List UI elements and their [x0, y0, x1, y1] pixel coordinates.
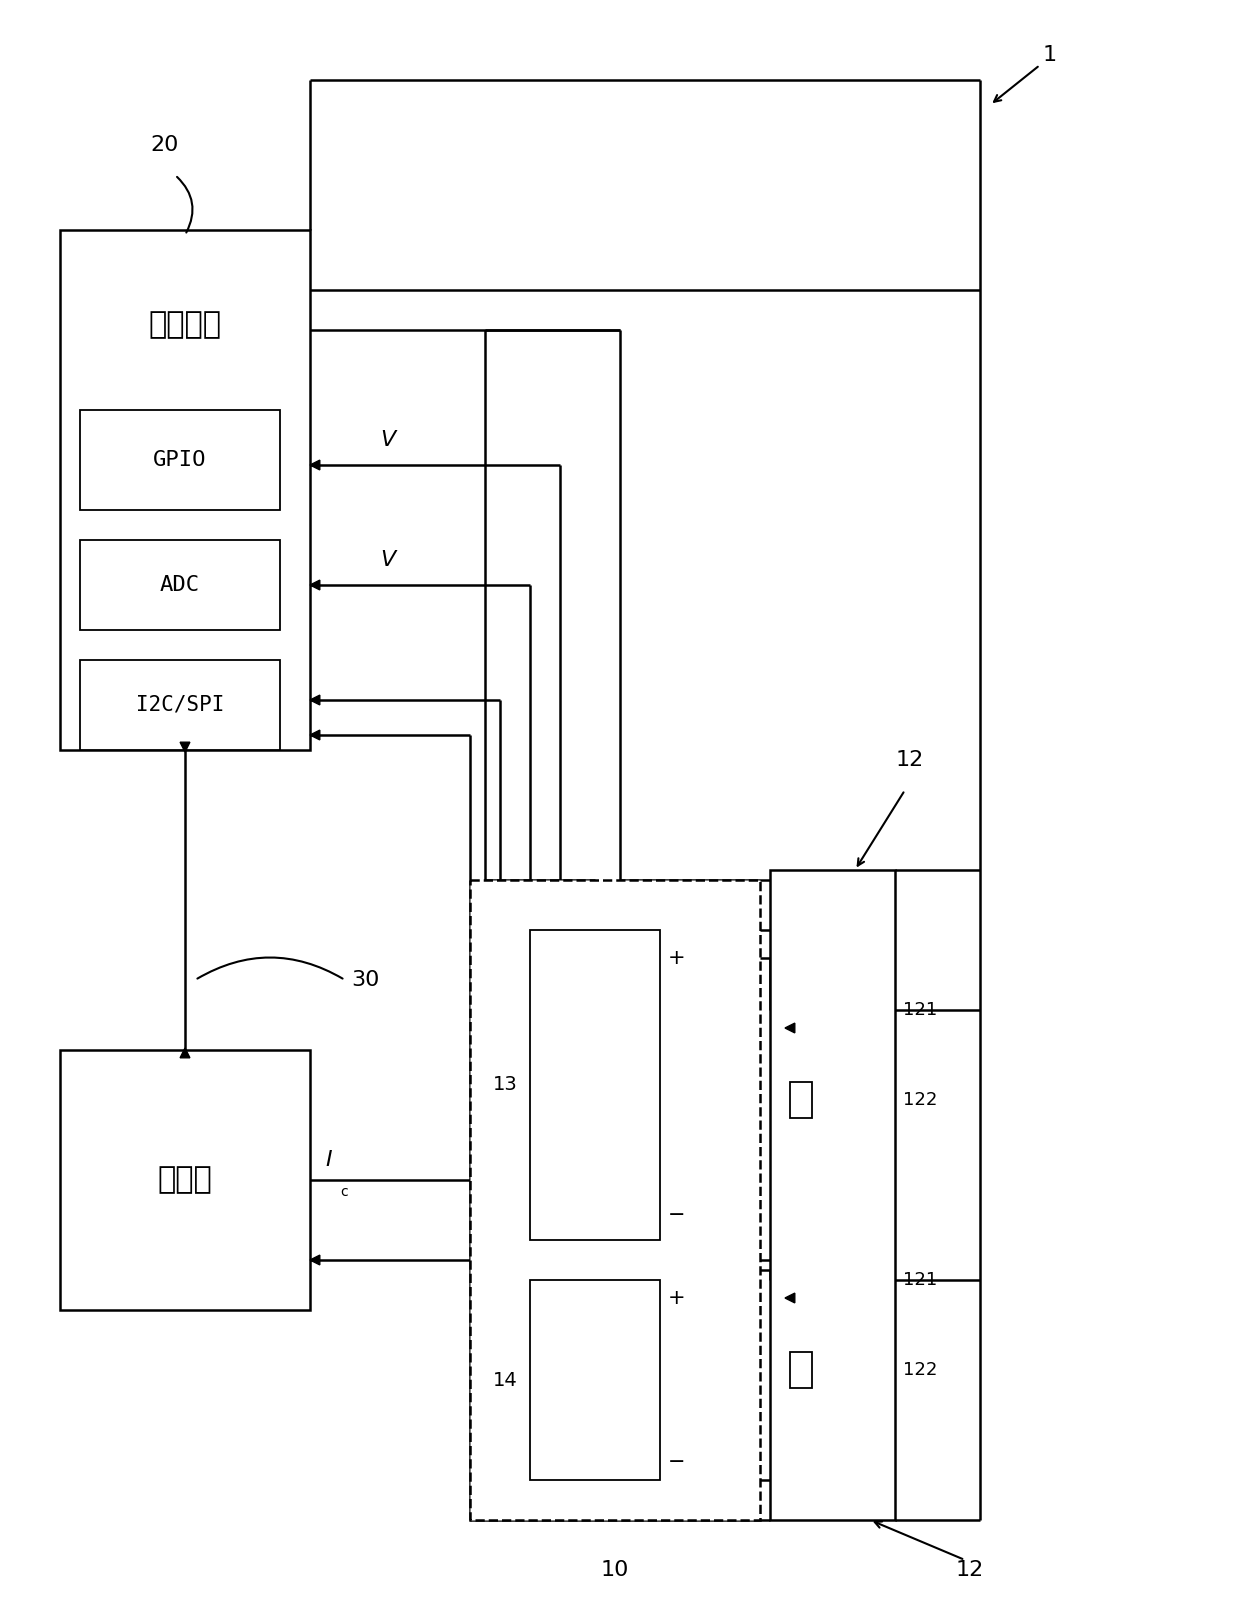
Text: I2C/SPI: I2C/SPI — [136, 694, 224, 715]
Text: 10: 10 — [601, 1560, 629, 1580]
Text: V: V — [379, 550, 396, 569]
Bar — [60, 230, 310, 749]
Text: V: V — [379, 430, 396, 449]
Text: 122: 122 — [903, 1092, 937, 1109]
Polygon shape — [180, 1048, 190, 1058]
Text: +: + — [668, 947, 686, 968]
Bar — [470, 881, 760, 1520]
Bar — [529, 1280, 660, 1479]
Text: 微控制器: 微控制器 — [149, 310, 222, 339]
Text: GPIO: GPIO — [154, 449, 207, 470]
Text: +: + — [668, 1288, 686, 1307]
Text: 13: 13 — [494, 1075, 518, 1095]
Text: ADC: ADC — [160, 576, 200, 595]
Bar — [790, 1082, 812, 1118]
Text: 30: 30 — [351, 970, 379, 989]
Text: 12: 12 — [956, 1560, 985, 1580]
Polygon shape — [785, 1293, 795, 1302]
Bar — [770, 869, 895, 1520]
Bar — [81, 660, 280, 749]
Polygon shape — [310, 461, 320, 470]
Polygon shape — [310, 581, 320, 590]
Text: −: − — [668, 1452, 686, 1473]
Text: 20: 20 — [151, 135, 180, 156]
Text: 121: 121 — [903, 1272, 937, 1289]
Text: 14: 14 — [494, 1371, 518, 1390]
Text: 充电器: 充电器 — [157, 1166, 212, 1194]
Bar — [81, 540, 280, 629]
Bar — [790, 1353, 812, 1388]
Text: 12: 12 — [895, 749, 924, 770]
Polygon shape — [310, 730, 320, 740]
Bar — [529, 929, 660, 1239]
Text: c: c — [340, 1186, 347, 1199]
Text: −: − — [668, 1205, 686, 1225]
Polygon shape — [310, 1255, 320, 1265]
Polygon shape — [785, 1023, 795, 1033]
Text: 122: 122 — [903, 1361, 937, 1379]
Polygon shape — [180, 743, 190, 753]
Text: 121: 121 — [903, 1001, 937, 1019]
Text: I: I — [325, 1150, 331, 1169]
Bar — [60, 1049, 310, 1311]
Polygon shape — [310, 696, 320, 706]
Text: 1: 1 — [1043, 45, 1056, 65]
Bar — [81, 410, 280, 509]
